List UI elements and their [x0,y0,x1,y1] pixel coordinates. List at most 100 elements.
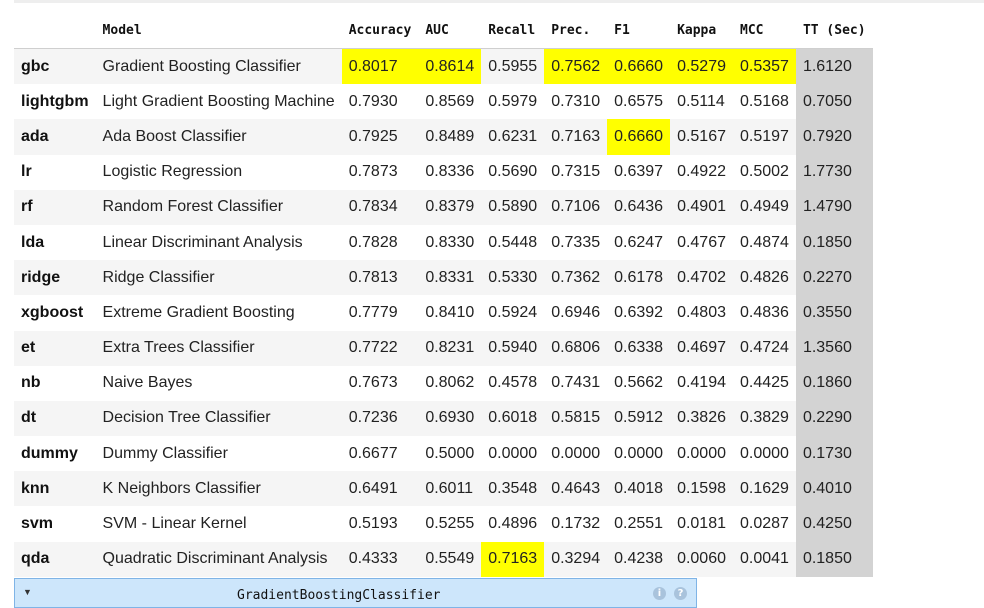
kappa-cell: 0.1598 [670,471,733,507]
help-icon[interactable]: ? [674,587,687,600]
mcc-cell: 0.4826 [733,260,796,296]
accuracy-cell: 0.6677 [348,444,398,462]
table-row: svm SVM - Linear Kernel 0.5193 0.5255 0.4896… [14,506,873,542]
row-index-cell: rf [14,189,96,225]
prec-cell: 0.7431 [551,374,601,392]
row-index-cell: lightgbm [21,92,89,110]
f1-cell: 0.5662 [614,374,664,392]
table-row: nb Naive Bayes 0.7673 0.8062 0.4578 0.7431 0.5… [14,365,873,401]
auc-cell: 0.8336 [425,163,475,181]
table-row: lightgbm Light Gradient Boosting Machine 0… [14,84,873,120]
kappa-cell: 0.4922 [677,163,726,181]
model-name-cell: Gradient Boosting Classifier [95,48,342,85]
recall-cell: 0.4578 [488,374,538,392]
recall-cell: 0.5448 [488,233,538,251]
table-row: ada Ada Boost Classifier 0.7925 0.8489 0.623… [14,119,873,155]
mcc-cell: 0.4949 [733,189,796,225]
row-index-cell: lr [21,163,32,181]
auc-cell: 0.8569 [425,92,475,110]
prec-cell: 0.3294 [544,541,608,577]
table-header-row: Model Accuracy AUC Recall Prec. F1 Kappa MCC TT … [14,13,873,49]
accuracy-cell: 0.7930 [348,92,398,110]
recall-cell: 0.5890 [481,189,545,225]
info-icon[interactable]: i [653,587,666,600]
table-row: dt Decision Tree Classifier 0.7236 0.6930 0.… [14,400,873,437]
auc-cell: 0.8331 [418,260,482,296]
estimator-widget[interactable]: ▼ GradientBoostingClassifier i ? [14,578,697,608]
column-header-mcc: MCC [733,13,796,49]
auc-cell: 0.8614 [418,48,482,85]
prec-cell: 0.4643 [544,471,608,507]
mcc-cell: 0.5002 [740,163,789,181]
row-index-cell: svm [21,515,54,533]
kappa-cell: 0.0060 [670,541,733,577]
tt-sec-cell: 1.6120 [795,48,873,85]
model-name-cell: Extreme Gradient Boosting [102,303,295,321]
kappa-cell: 0.5114 [677,92,725,110]
tt-sec-cell: 1.7730 [795,154,873,190]
mcc-cell: 0.4874 [740,233,789,251]
cell-top-border [14,0,984,3]
accuracy-cell: 0.7673 [348,374,398,392]
column-header-index [14,13,96,49]
kappa-cell: 0.3826 [670,400,733,437]
model-name-cell: Ada Boost Classifier [95,119,342,155]
recall-cell: 0.7163 [481,541,545,577]
row-index-cell: lda [21,233,45,251]
column-header-accuracy: Accuracy [341,13,419,49]
auc-cell: 0.6011 [418,471,482,507]
recall-cell: 0.5979 [488,92,538,110]
tt-sec-cell: 0.2290 [795,400,873,437]
prec-cell: 0.0000 [551,444,601,462]
model-name-cell: Light Gradient Boosting Machine [102,92,335,110]
recall-cell: 0.6231 [481,119,545,155]
recall-cell: 0.6018 [481,400,545,437]
column-header-recall: Recall [481,13,545,49]
tt-sec-cell: 1.3560 [795,330,873,366]
kappa-cell: 0.4803 [677,303,726,321]
f1-cell: 0.6178 [607,260,671,296]
auc-cell: 0.8330 [425,233,475,251]
accuracy-cell: 0.7925 [341,119,419,155]
row-index-cell: nb [21,374,41,392]
auc-cell: 0.5000 [425,444,475,462]
mcc-cell: 0.0000 [740,444,789,462]
kappa-cell: 0.4702 [670,260,733,296]
recall-cell: 0.5940 [481,330,545,366]
prec-cell: 0.7310 [551,92,601,110]
column-header-prec: Prec. [544,13,608,49]
accuracy-cell: 0.7813 [341,260,419,296]
tt-sec-cell: 0.1730 [795,436,873,472]
mcc-cell: 0.0287 [740,515,789,533]
f1-cell: 0.5912 [607,400,671,437]
estimator-label[interactable]: GradientBoostingClassifier [237,588,441,603]
kappa-cell: 0.4901 [670,189,733,225]
model-name-cell: Dummy Classifier [102,444,228,462]
prec-cell: 0.6806 [544,330,608,366]
kappa-cell: 0.4697 [670,330,733,366]
f1-cell: 0.6436 [607,189,671,225]
column-header-kappa: Kappa [670,13,733,49]
model-name-cell: Ridge Classifier [95,260,342,296]
tt-sec-cell: 0.7050 [795,84,873,120]
prec-cell: 0.5815 [544,400,608,437]
row-index-cell: qda [14,541,96,577]
tt-sec-cell: 0.3550 [795,295,873,331]
accuracy-cell: 0.7828 [348,233,398,251]
recall-cell: 0.5924 [488,303,538,321]
accuracy-cell: 0.7834 [341,189,419,225]
triangle-down-icon[interactable]: ▼ [23,587,32,597]
f1-cell: 0.6575 [614,92,664,110]
table-row: et Extra Trees Classifier 0.7722 0.8231 0.59… [14,330,873,366]
f1-cell: 0.6660 [607,48,671,85]
f1-cell: 0.6660 [607,119,671,155]
f1-cell: 0.4238 [607,541,671,577]
model-name-cell: Quadratic Discriminant Analysis [95,541,342,577]
row-index-cell: et [14,330,96,366]
auc-cell: 0.5549 [418,541,482,577]
recall-cell: 0.4896 [488,515,538,533]
table-row: knn K Neighbors Classifier 0.6491 0.6011 0.3… [14,471,873,507]
table-body: gbc Gradient Boosting Classifier 0.8017 0.8… [14,48,873,577]
accuracy-cell: 0.7722 [341,330,419,366]
tt-sec-cell: 0.4250 [795,506,873,542]
